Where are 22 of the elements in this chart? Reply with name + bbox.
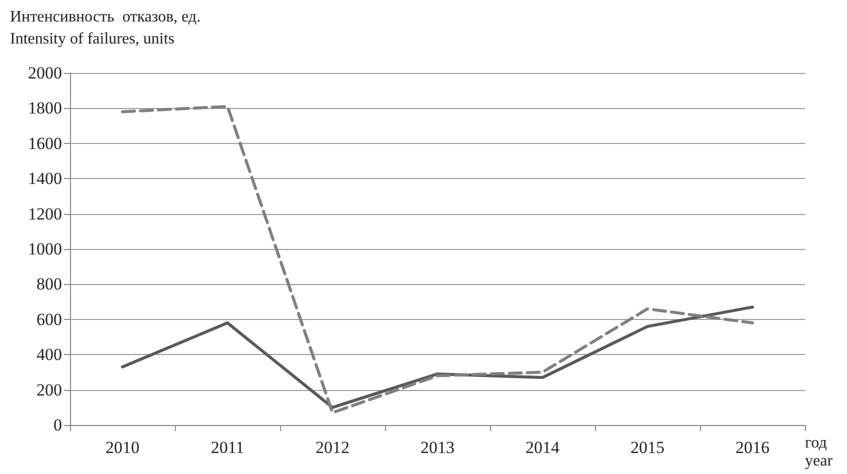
x-tick-label: 2012	[316, 438, 350, 457]
line-series	[121, 104, 754, 414]
x-tick-label: 2010	[106, 438, 140, 457]
y-tick-label: 1200	[28, 204, 62, 224]
y-tick-label: 200	[36, 380, 62, 400]
y-axis-title: Интенсивность отказов, ед. Intensity of failures, units	[10, 8, 201, 48]
y-tick-label: 2000	[28, 64, 62, 82]
line-series	[121, 306, 754, 409]
y-tick-label: 0	[54, 416, 62, 434]
x-tick-label: 2011	[210, 438, 244, 457]
x-tick-label: 2014	[526, 438, 560, 457]
y-tick-label: 600	[36, 310, 62, 329]
y-tick-label: 800	[36, 274, 62, 294]
x-tick-label: 2016	[736, 438, 770, 457]
x-tick-label: 2013	[420, 438, 454, 457]
y-tick-label: 1600	[28, 134, 62, 153]
x-tick-label: 2015	[630, 438, 664, 457]
x-axis-title: год year	[805, 434, 834, 470]
y-tick-label: 400	[36, 345, 62, 364]
y-tick-label: 1800	[28, 98, 62, 118]
y-tick-label: 1400	[28, 169, 62, 188]
y-tick-label: 1000	[28, 240, 62, 258]
